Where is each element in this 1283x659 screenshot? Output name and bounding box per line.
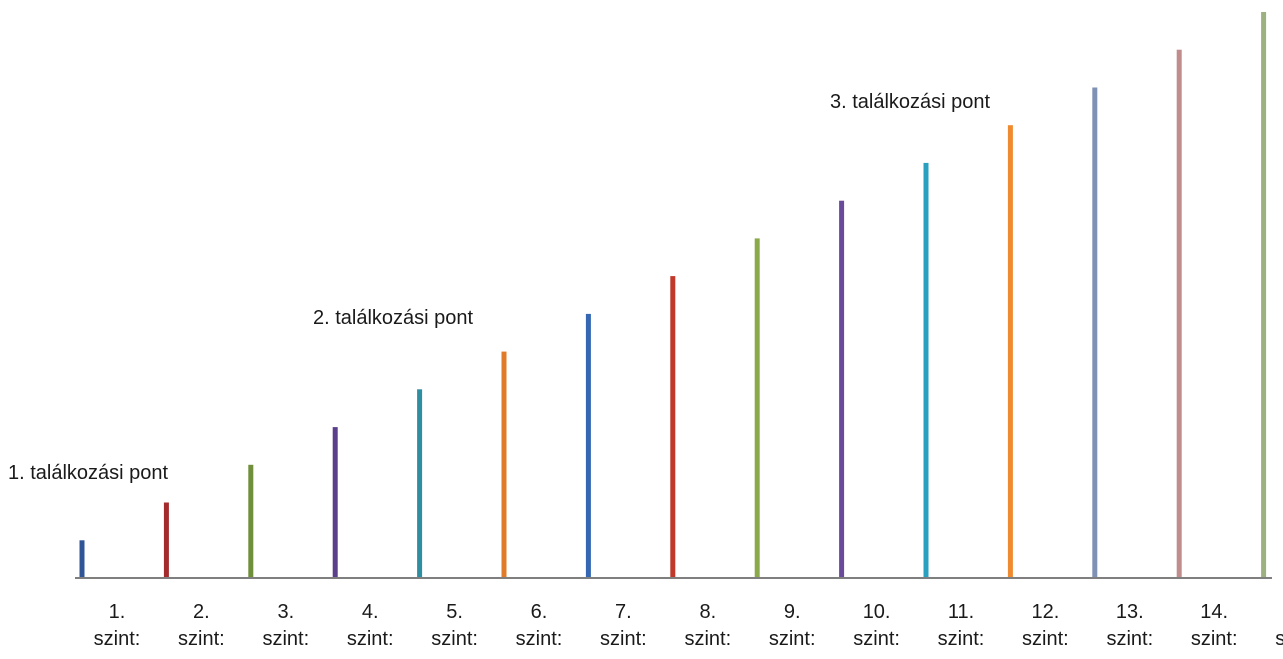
category-label-11: 11. szint:	[938, 601, 985, 650]
bar-14	[1176, 49, 1182, 578]
category-label-14: 14. szint:	[1191, 601, 1238, 650]
category-label-12: 12. szint:	[1022, 601, 1069, 650]
annotation-1: 1. találkozási pont	[8, 462, 169, 484]
category-label-8: 8. szint:	[684, 601, 731, 650]
bar-6	[501, 351, 507, 578]
category-label-9: 9. szint:	[769, 601, 816, 650]
category-label-13: 13. szint:	[1106, 601, 1153, 650]
category-label-1: 1. szint:	[94, 601, 141, 650]
bars-layer	[79, 12, 1267, 578]
bar-1	[79, 540, 85, 578]
bar-8	[670, 276, 676, 578]
bar-10	[839, 200, 845, 578]
bar-13	[1092, 87, 1098, 578]
bar-5	[417, 389, 423, 578]
annotation-3: 3. találkozási pont	[830, 91, 991, 113]
category-label-10: 10. szint:	[853, 601, 900, 650]
bar-11	[923, 162, 929, 578]
category-label-4: 4. szint:	[347, 601, 394, 650]
category-label-5: 5. szint:	[431, 601, 478, 650]
bar-2	[163, 502, 169, 578]
bar-15	[1261, 12, 1267, 578]
category-label-2: 2. szint:	[178, 601, 225, 650]
category-label-7: 7. szint:	[600, 601, 647, 650]
category-label-6: 6. szint:	[516, 601, 563, 650]
bar-12	[1007, 125, 1013, 578]
annotations: 1. találkozási pont 2. találkozási pont 3.…	[8, 91, 991, 484]
category-labels: 1. szint: 2. szint: 3. szint: 4. szint: 5. szint:…	[94, 601, 1283, 650]
category-label-3: 3. szint:	[262, 601, 309, 650]
bar-9	[754, 238, 760, 578]
bar-4	[332, 427, 338, 578]
category-label-15: 15.szint:	[1275, 601, 1283, 650]
bar-7	[585, 313, 591, 578]
annotation-2: 2. találkozási pont	[313, 307, 474, 329]
bar-3	[248, 464, 254, 578]
